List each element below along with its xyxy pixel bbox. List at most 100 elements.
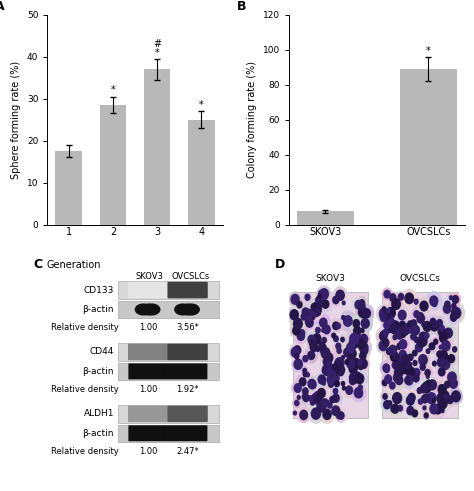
Circle shape: [320, 347, 330, 359]
Circle shape: [300, 385, 311, 398]
Text: C: C: [33, 258, 43, 271]
Ellipse shape: [183, 303, 200, 316]
Circle shape: [386, 324, 393, 333]
Circle shape: [395, 375, 403, 385]
Circle shape: [405, 366, 415, 378]
Circle shape: [296, 394, 302, 401]
Text: *: *: [110, 85, 115, 95]
Circle shape: [343, 339, 358, 357]
Circle shape: [294, 327, 308, 344]
Circle shape: [433, 338, 438, 345]
Circle shape: [328, 394, 337, 405]
Circle shape: [419, 363, 426, 371]
Circle shape: [441, 301, 453, 316]
Circle shape: [311, 396, 319, 405]
Circle shape: [401, 333, 406, 338]
Circle shape: [376, 304, 392, 324]
Circle shape: [380, 313, 387, 322]
Circle shape: [333, 360, 348, 380]
Circle shape: [385, 316, 392, 324]
Circle shape: [422, 405, 427, 410]
Circle shape: [357, 384, 363, 391]
Circle shape: [440, 323, 456, 343]
Circle shape: [450, 312, 455, 318]
Circle shape: [361, 318, 372, 330]
Circle shape: [289, 309, 299, 321]
Circle shape: [447, 354, 455, 363]
Circle shape: [396, 291, 406, 303]
Circle shape: [301, 313, 307, 321]
Circle shape: [386, 307, 391, 313]
Circle shape: [390, 368, 405, 387]
Circle shape: [412, 360, 418, 366]
Circle shape: [330, 385, 340, 397]
Circle shape: [341, 381, 345, 386]
Text: β-actin: β-actin: [82, 367, 114, 376]
Circle shape: [345, 345, 360, 363]
Circle shape: [296, 373, 310, 390]
Circle shape: [403, 323, 413, 334]
Circle shape: [383, 364, 390, 373]
Circle shape: [357, 359, 363, 366]
Circle shape: [291, 294, 300, 305]
Circle shape: [390, 320, 400, 331]
Text: OVCSLCs: OVCSLCs: [400, 274, 440, 283]
Circle shape: [397, 322, 411, 339]
Circle shape: [380, 378, 389, 388]
Circle shape: [334, 357, 345, 369]
Circle shape: [328, 380, 334, 388]
Circle shape: [384, 311, 392, 320]
FancyBboxPatch shape: [128, 363, 168, 380]
Circle shape: [449, 311, 456, 319]
Circle shape: [312, 292, 326, 308]
Circle shape: [400, 330, 404, 336]
Circle shape: [405, 351, 416, 364]
Circle shape: [321, 337, 327, 344]
Circle shape: [326, 374, 336, 385]
Circle shape: [296, 301, 303, 308]
Circle shape: [393, 355, 404, 366]
Circle shape: [316, 287, 327, 300]
Circle shape: [431, 300, 438, 307]
Circle shape: [392, 334, 397, 340]
Circle shape: [361, 318, 370, 329]
Circle shape: [388, 402, 400, 415]
Circle shape: [421, 404, 428, 412]
Circle shape: [392, 367, 402, 379]
Circle shape: [398, 293, 404, 301]
Circle shape: [307, 351, 315, 360]
Ellipse shape: [174, 303, 191, 316]
Circle shape: [314, 397, 329, 415]
Circle shape: [337, 411, 345, 420]
Circle shape: [346, 385, 351, 392]
Circle shape: [406, 406, 414, 415]
Circle shape: [309, 405, 322, 421]
Circle shape: [309, 339, 316, 348]
Circle shape: [293, 410, 297, 416]
Circle shape: [389, 293, 397, 302]
Circle shape: [444, 368, 460, 387]
Circle shape: [382, 328, 389, 337]
Circle shape: [438, 384, 445, 393]
Circle shape: [336, 364, 346, 376]
Circle shape: [316, 292, 323, 300]
Circle shape: [418, 336, 426, 347]
Circle shape: [449, 378, 458, 389]
Circle shape: [391, 318, 401, 331]
Circle shape: [345, 385, 353, 395]
Circle shape: [397, 318, 408, 331]
Circle shape: [434, 348, 444, 360]
Circle shape: [444, 381, 451, 388]
Circle shape: [438, 367, 446, 377]
Ellipse shape: [144, 303, 161, 316]
Circle shape: [317, 285, 331, 303]
Circle shape: [447, 293, 455, 302]
Circle shape: [324, 358, 335, 371]
Circle shape: [312, 309, 319, 318]
Circle shape: [438, 337, 454, 355]
Circle shape: [404, 292, 414, 304]
Circle shape: [447, 371, 457, 383]
Circle shape: [378, 311, 389, 324]
FancyBboxPatch shape: [128, 425, 168, 441]
Circle shape: [425, 380, 432, 388]
